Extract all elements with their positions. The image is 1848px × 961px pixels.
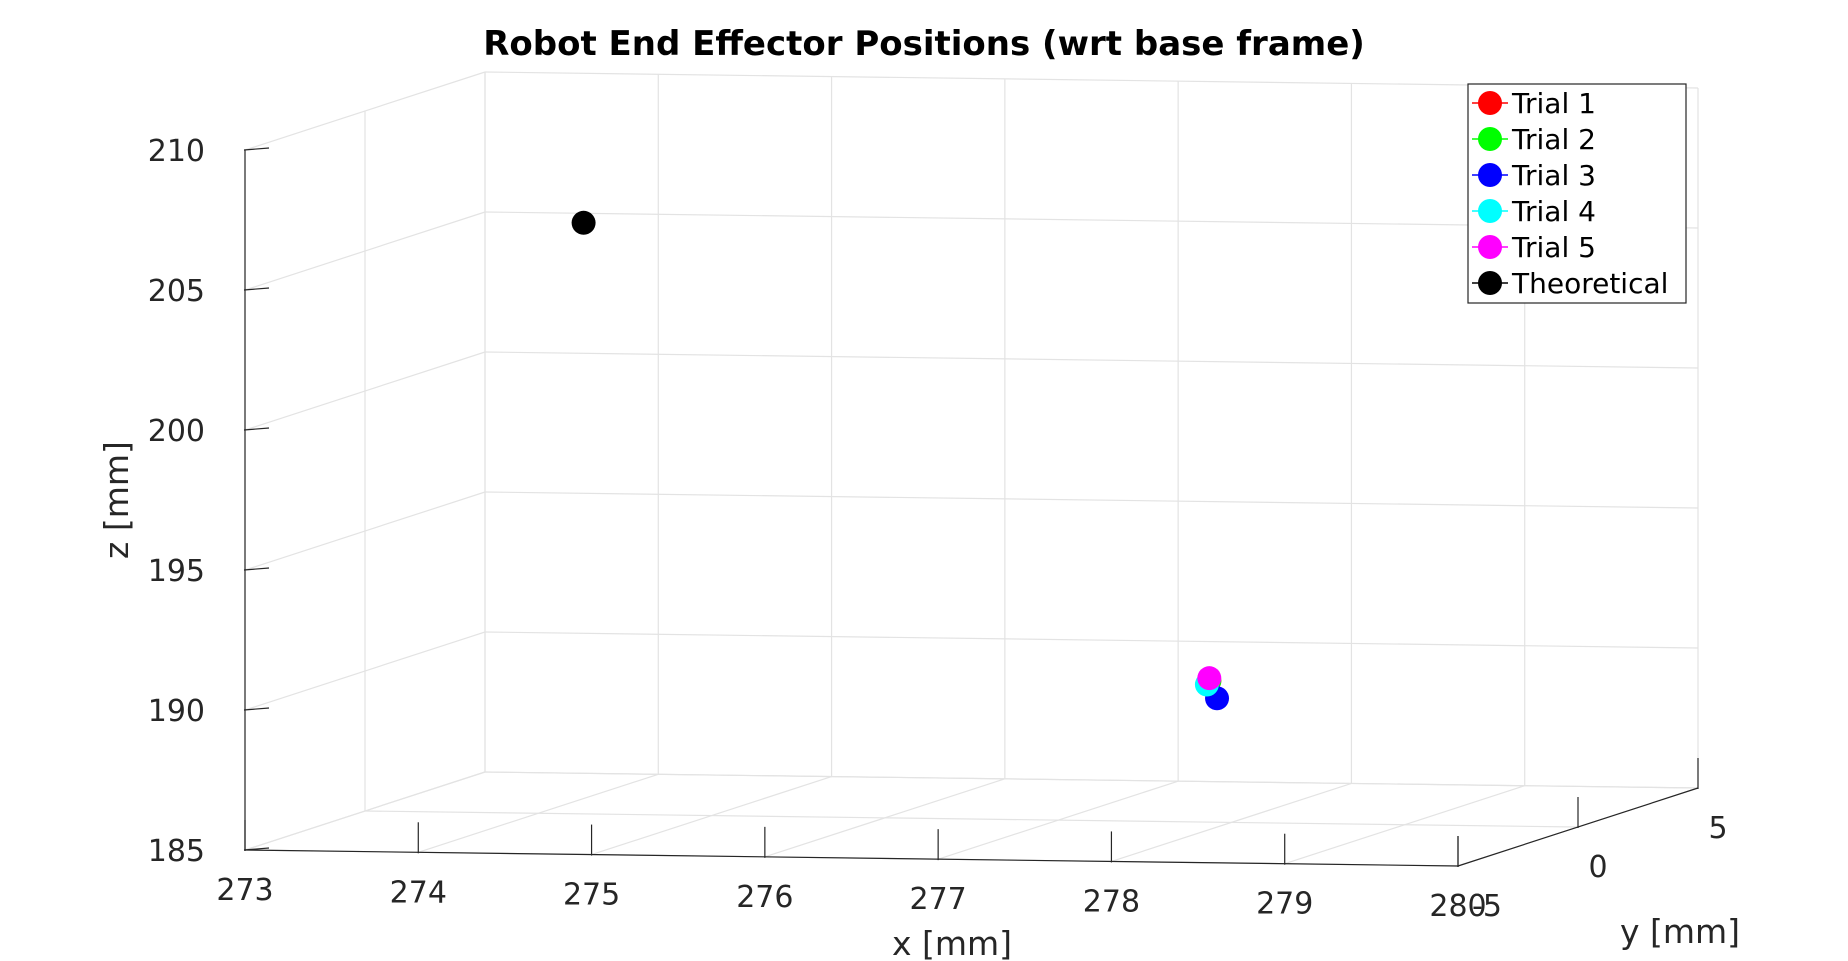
z-tick <box>243 147 270 151</box>
z-tick-label: 185 <box>148 834 205 869</box>
legend-marker <box>1478 271 1502 295</box>
x-tick-label: 275 <box>563 878 620 913</box>
legend-label: Theoretical <box>1511 267 1668 300</box>
legend-marker <box>1478 91 1502 115</box>
x-tick-label: 273 <box>216 873 273 908</box>
legend-item: Trial 3 <box>1472 159 1596 192</box>
legend-item: Trial 2 <box>1472 123 1596 156</box>
z-tick-label: 195 <box>148 554 205 589</box>
x-tick-label: 280 <box>1429 889 1486 924</box>
x-axis-line <box>244 849 1459 867</box>
legend-box <box>1467 83 1687 304</box>
z-tick-label: 210 <box>148 134 205 169</box>
z-tick-label: 205 <box>148 274 205 309</box>
x-tick-label: 279 <box>1256 887 1313 922</box>
x-tick-label: 276 <box>736 880 793 915</box>
legend-marker <box>1478 235 1502 259</box>
side-wall-grid-horizontal <box>244 631 486 711</box>
z-tick <box>243 847 270 851</box>
legend-item: Trial 5 <box>1472 231 1596 264</box>
legend-item: Trial 4 <box>1472 195 1596 228</box>
legend-label: Trial 1 <box>1511 87 1596 120</box>
legend-label: Trial 2 <box>1511 123 1596 156</box>
z-tick <box>243 427 270 431</box>
x-tick-label: 278 <box>1083 884 1140 919</box>
axes <box>243 147 1699 867</box>
legend-label: Trial 3 <box>1511 159 1596 192</box>
z-tick-label: 200 <box>148 414 205 449</box>
legend-marker <box>1478 163 1502 187</box>
z-tick-label: 190 <box>148 694 205 729</box>
data-points <box>571 210 1230 711</box>
back-wall-grid-horizontal <box>484 351 1699 369</box>
side-wall-grid-horizontal <box>244 771 486 851</box>
y-tick-label: -5 <box>1472 889 1502 924</box>
legend-marker <box>1478 199 1502 223</box>
y-axis-label: y [mm] <box>1620 912 1740 951</box>
point-trial-5 <box>1197 666 1222 691</box>
back-wall-grid-horizontal <box>484 631 1699 649</box>
x-tick-label: 277 <box>910 882 967 917</box>
y-tick-label: 5 <box>1708 811 1727 846</box>
legend-item: Trial 1 <box>1472 87 1596 120</box>
chart-title: Robot End Effector Positions (wrt base f… <box>483 24 1365 64</box>
x-axis-label: x [mm] <box>892 924 1012 961</box>
side-wall-grid-horizontal <box>244 211 486 291</box>
legend-marker <box>1478 127 1502 151</box>
z-tick <box>243 287 270 291</box>
back-wall-grid-horizontal <box>484 491 1699 509</box>
z-axis-label: z [mm] <box>97 441 136 559</box>
side-wall-grid-horizontal <box>244 491 486 571</box>
legend-label: Trial 4 <box>1511 195 1596 228</box>
floor-grid-line-y <box>364 810 1579 828</box>
z-tick <box>243 707 270 711</box>
tick-labels: 273 274 275 276 277 278 279 280-5 0 5 185 190 195 200… <box>148 134 1728 924</box>
legend-item: Theoretical <box>1472 267 1668 300</box>
grid <box>244 71 1699 867</box>
back-wall-grid-horizontal <box>484 771 1699 789</box>
side-wall-grid-horizontal <box>244 351 486 431</box>
side-wall-grid-horizontal <box>244 71 486 151</box>
legend-label: Trial 5 <box>1511 231 1596 264</box>
point-theoretical <box>571 210 596 235</box>
x-tick-label: 274 <box>390 875 447 910</box>
z-tick <box>243 567 270 571</box>
y-tick-label: 0 <box>1588 850 1607 885</box>
